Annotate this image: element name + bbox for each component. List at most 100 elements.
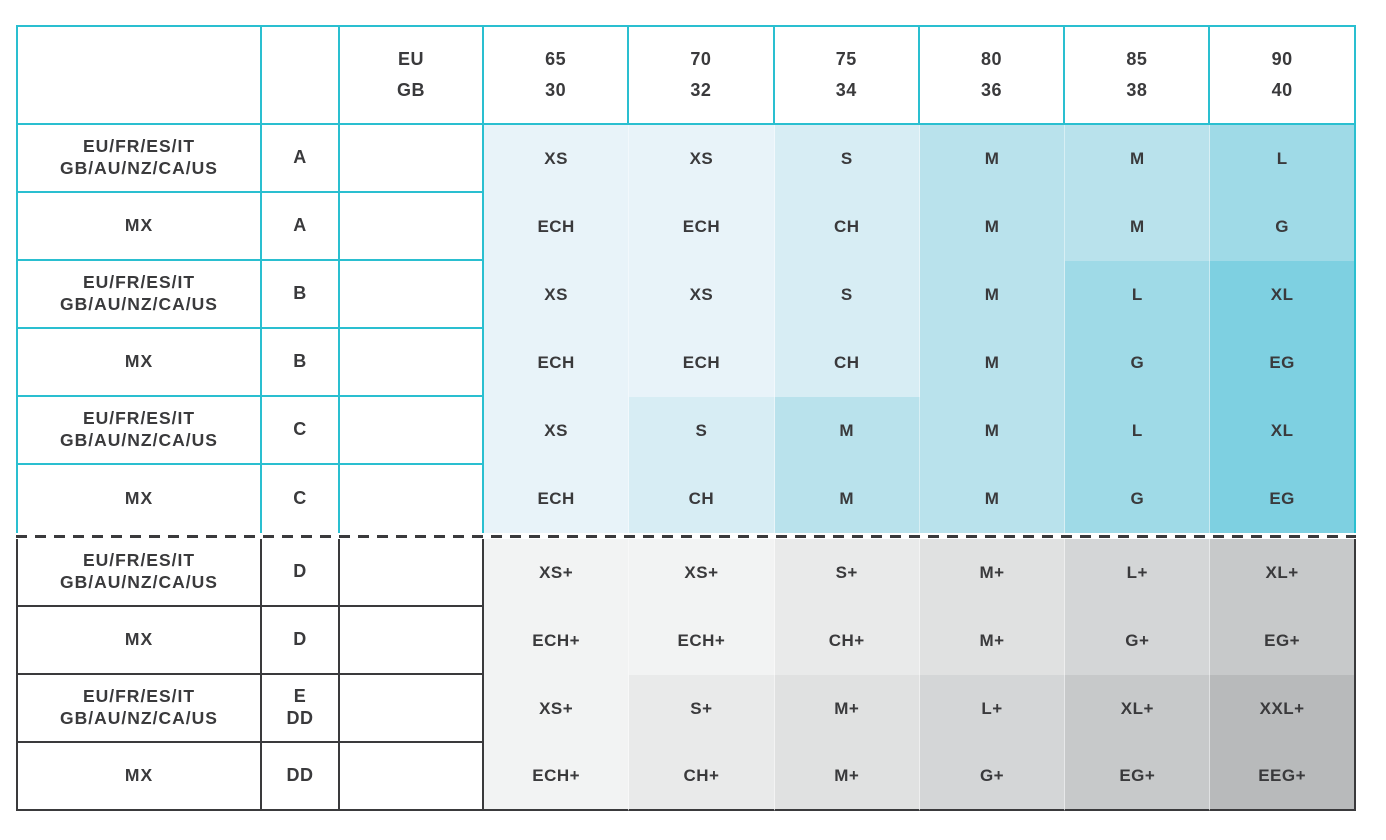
cup-line1: A — [293, 147, 307, 168]
eu-gb-empty-cell — [340, 675, 484, 743]
size-cell: M+ — [774, 743, 920, 811]
cup-label: A — [262, 193, 340, 261]
header-eu: EU — [397, 48, 424, 69]
size-cell: EEG+ — [1210, 743, 1356, 811]
size-cell: ECH — [484, 329, 630, 397]
size-cell: G+ — [1065, 607, 1211, 675]
size-cell: M — [919, 397, 1066, 465]
region-line1: MX — [124, 488, 154, 509]
size-cell: XS+ — [484, 675, 630, 743]
region-line2: GB/AU/NZ/CA/US — [60, 158, 218, 178]
eu-gb-empty-cell — [340, 743, 484, 811]
size-cell: ECH+ — [629, 607, 775, 675]
eu-gb-empty-cell — [340, 125, 484, 193]
size-cell: L — [1065, 261, 1211, 329]
cup-label: C — [262, 465, 340, 533]
cup-label: D — [262, 607, 340, 675]
eu-gb-empty-cell — [340, 329, 484, 397]
band-top: 70 — [690, 48, 712, 69]
cup-line1: C — [293, 488, 307, 509]
size-cell: L — [1065, 397, 1211, 465]
eu-gb-empty-cell — [340, 193, 484, 261]
header-blank-cup — [262, 25, 340, 125]
cup-label: B — [262, 329, 340, 397]
size-cell: G — [1210, 193, 1356, 261]
size-cell: M+ — [919, 539, 1066, 607]
size-cell: XL+ — [1210, 539, 1356, 607]
band-header-65-30: 65 30 — [484, 25, 630, 125]
size-cell: ECH — [484, 465, 630, 533]
region-label: EU/FR/ES/IT GB/AU/NZ/CA/US — [16, 675, 262, 743]
cup-line1: B — [293, 283, 307, 304]
cup-line1: B — [293, 351, 307, 372]
size-cell: XS — [484, 261, 630, 329]
header-blank-region — [16, 25, 262, 125]
size-cell: M — [919, 329, 1066, 397]
cup-line1: D — [293, 629, 307, 650]
size-cell: M — [774, 397, 920, 465]
band-top: 75 — [835, 48, 857, 69]
cup-line1: DD — [286, 765, 314, 786]
size-cell: CH — [774, 193, 920, 261]
size-cell: S — [774, 261, 920, 329]
size-cell: EG+ — [1065, 743, 1211, 811]
region-line1: EU/FR/ES/IT — [82, 408, 196, 429]
size-cell: CH — [774, 329, 920, 397]
size-cell: XS — [484, 397, 630, 465]
size-cell: M — [1065, 193, 1211, 261]
band-bottom: 30 — [545, 80, 567, 100]
size-cell: XS — [484, 125, 630, 193]
cup-label: B — [262, 261, 340, 329]
size-cell: CH — [629, 465, 775, 533]
region-line2: GB/AU/NZ/CA/US — [60, 430, 218, 450]
band-header-80-36: 80 36 — [919, 25, 1066, 125]
region-label: MX — [16, 329, 262, 397]
region-line1: EU/FR/ES/IT — [82, 136, 196, 157]
dashed-divider — [16, 533, 1356, 539]
region-label: EU/FR/ES/IT GB/AU/NZ/CA/US — [16, 397, 262, 465]
band-top: 90 — [1271, 48, 1293, 69]
size-cell: ECH+ — [484, 743, 630, 811]
region-line1: MX — [124, 629, 154, 650]
cup-line2: DD — [286, 708, 314, 728]
size-cell: ECH — [629, 193, 775, 261]
size-cell: M+ — [774, 675, 920, 743]
size-cell: ECH+ — [484, 607, 630, 675]
size-cell: S+ — [774, 539, 920, 607]
cup-label: DD — [262, 743, 340, 811]
size-cell: G — [1065, 329, 1211, 397]
region-label: MX — [16, 743, 262, 811]
region-line1: MX — [124, 351, 154, 372]
region-label: EU/FR/ES/IT GB/AU/NZ/CA/US — [16, 261, 262, 329]
band-bottom: 34 — [835, 80, 857, 100]
size-cell: S — [629, 397, 775, 465]
band-top: 65 — [545, 48, 567, 69]
region-line1: MX — [124, 215, 154, 236]
band-top: 85 — [1126, 48, 1148, 69]
region-line2: GB/AU/NZ/CA/US — [60, 708, 218, 728]
cup-line1: E — [293, 686, 307, 707]
eu-gb-empty-cell — [340, 261, 484, 329]
eu-gb-empty-cell — [340, 465, 484, 533]
region-line2: GB/AU/NZ/CA/US — [60, 572, 218, 592]
size-cell: S — [774, 125, 920, 193]
band-bottom: 40 — [1271, 80, 1293, 100]
cup-line1: A — [293, 215, 307, 236]
size-cell: M — [1065, 125, 1211, 193]
cup-line1: C — [293, 419, 307, 440]
size-cell: CH+ — [629, 743, 775, 811]
band-header-85-38: 85 38 — [1065, 25, 1211, 125]
band-bottom: 32 — [690, 80, 712, 100]
region-line1: MX — [124, 765, 154, 786]
size-cell: G — [1065, 465, 1211, 533]
size-cell: ECH — [484, 193, 630, 261]
size-cell: L+ — [919, 675, 1066, 743]
band-header-75-34: 75 34 — [774, 25, 920, 125]
size-cell: M — [919, 261, 1066, 329]
size-cell: XL — [1210, 397, 1356, 465]
cup-label: C — [262, 397, 340, 465]
size-cell: M — [774, 465, 920, 533]
size-cell: L+ — [1065, 539, 1211, 607]
size-cell: L — [1210, 125, 1356, 193]
region-line1: EU/FR/ES/IT — [82, 550, 196, 571]
